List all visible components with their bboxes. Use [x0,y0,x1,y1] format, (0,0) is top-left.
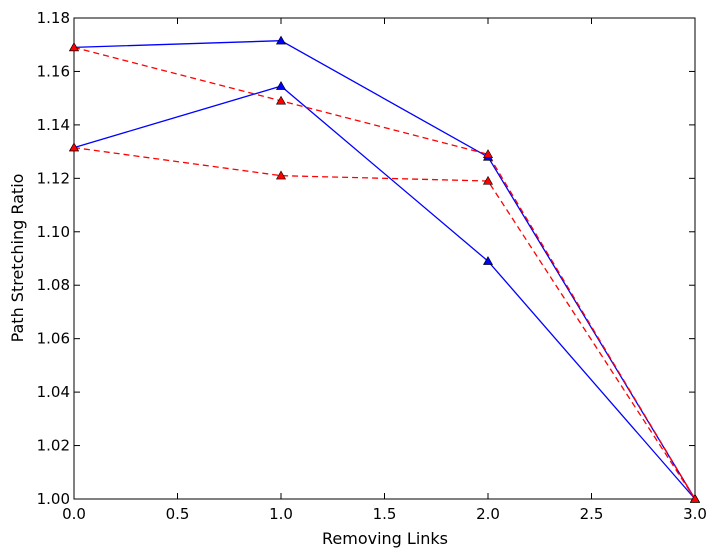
series-line-1 [73,40,696,500]
y-tick-label: 1.10 [37,223,70,241]
data-point-triangle [275,35,287,45]
data-point-triangle [275,95,287,105]
x-axis-label: Removing Links [322,529,448,548]
data-point-triangle [482,175,494,185]
data-point-triangle [68,142,80,152]
x-tick-label: 2.0 [476,505,500,523]
y-tick-label: 1.00 [37,490,70,508]
series-line-2 [73,85,696,500]
x-tick-label: 1.5 [373,505,397,523]
plot-frame [73,17,696,500]
x-tick-label: 1.0 [269,505,293,523]
y-tick-label: 1.04 [37,383,70,401]
series-line-4 [73,146,696,500]
axis-ticks: 0.0 0.5 1.0 1.5 2.0 2.5 3.0 1.00 1.02 1.04 1.06 1.0… [37,9,707,523]
series-lines [73,40,696,500]
data-point-triangle [68,42,80,52]
y-axis-label: Path Stretching Ratio [8,174,27,343]
x-tick-label: 0.0 [62,505,86,523]
y-tick-label: 1.16 [37,62,70,80]
x-tick-label: 3.0 [683,505,707,523]
y-tick-label: 1.12 [37,169,70,187]
y-tick-label: 1.14 [37,116,70,134]
y-tick-label: 1.02 [37,437,70,455]
data-point-triangle [482,149,494,158]
y-tick-label: 1.06 [37,330,70,348]
x-tick-label: 2.5 [580,505,604,523]
data-point-triangle [482,256,494,265]
data-point-triangle [689,493,701,503]
data-point-triangle [275,170,287,180]
x-tick-label: 0.5 [166,505,190,523]
y-tick-label: 1.18 [37,9,70,27]
series-markers [68,35,701,503]
data-point-triangle [275,81,287,90]
y-tick-label: 1.08 [37,276,70,294]
series-line-3 [73,46,696,500]
